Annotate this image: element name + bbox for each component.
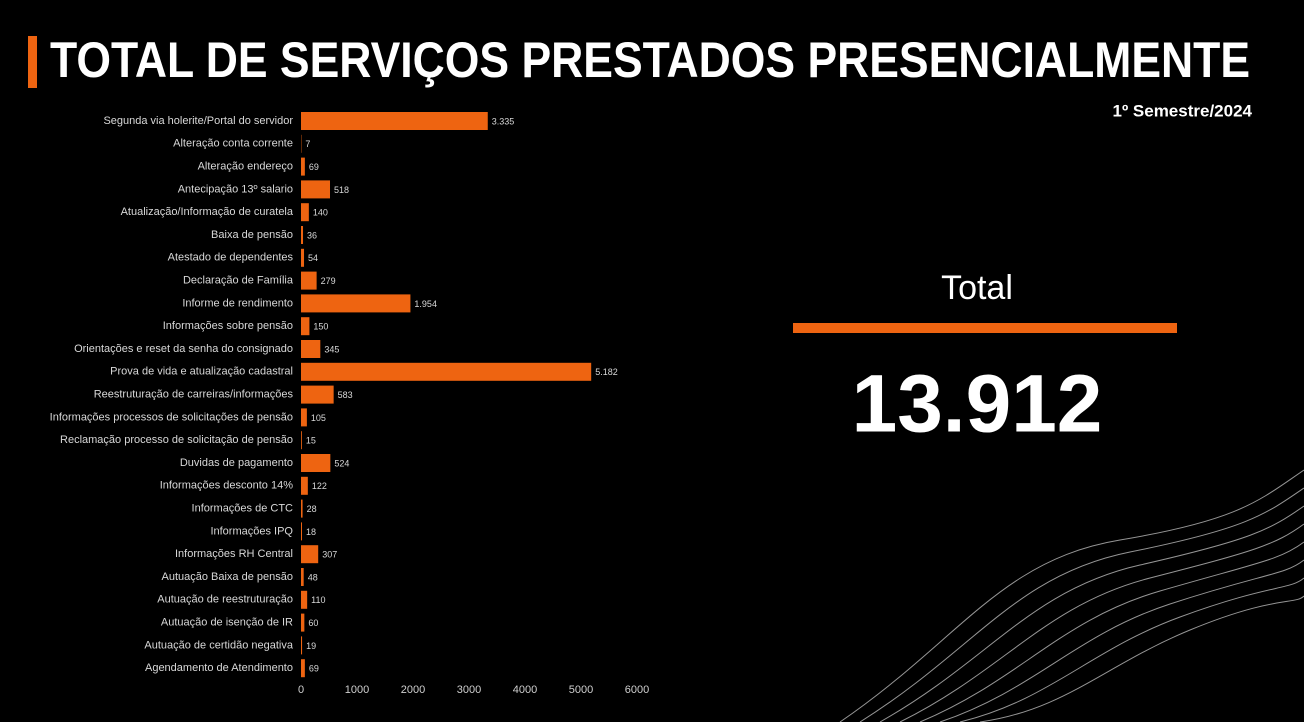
category-label: Autuação de isenção de IR <box>161 617 293 629</box>
value-label: 279 <box>321 276 336 286</box>
bar <box>301 180 331 199</box>
bar <box>301 659 305 678</box>
chart-title: TOTAL DE SERVIÇOS PRESTADOS PRESENCIALME… <box>50 32 1250 88</box>
value-label: 122 <box>312 481 327 491</box>
bar <box>301 476 308 495</box>
x-tick-label: 5000 <box>569 684 593 696</box>
category-label: Autuação de reestruturação <box>157 594 293 606</box>
category-label: Informações RH Central <box>175 548 293 560</box>
category-label: Autuação de certidão negativa <box>144 639 293 651</box>
bar <box>301 545 319 564</box>
value-label: 69 <box>309 664 319 674</box>
category-label: Reestruturação de carreiras/informações <box>94 389 294 401</box>
x-tick-label: 2000 <box>401 684 425 696</box>
value-label: 307 <box>322 550 337 560</box>
category-label: Informações sobre pensão <box>163 320 293 332</box>
value-label: 110 <box>311 595 325 605</box>
total-divider <box>793 323 1177 333</box>
value-label: 583 <box>338 390 353 400</box>
category-label: Antecipação 13º salario <box>178 183 293 195</box>
category-label: Atualização/Informação de curatela <box>121 206 294 218</box>
category-label: Declaração de Família <box>183 275 294 287</box>
value-label: 60 <box>308 618 318 628</box>
category-label: Informe de rendimento <box>182 297 293 309</box>
value-label: 54 <box>308 253 318 263</box>
decorative-waves <box>839 469 1304 722</box>
subtitle: 1º Semestre/2024 <box>1113 101 1253 120</box>
value-label: 69 <box>309 162 319 172</box>
value-label: 18 <box>306 527 316 537</box>
bar <box>301 157 305 176</box>
x-tick-label: 3000 <box>457 684 481 696</box>
category-label: Alteração endereço <box>198 161 293 173</box>
category-label: Duvidas de pagamento <box>180 457 293 469</box>
value-label: 3.335 <box>492 116 515 126</box>
value-label: 1.954 <box>414 299 437 309</box>
category-label: Informações IPQ <box>210 525 293 537</box>
bar <box>301 294 411 313</box>
bar <box>301 203 309 222</box>
value-label: 524 <box>334 458 349 468</box>
value-label: 48 <box>308 572 318 582</box>
category-label: Informações processos de solicitações de… <box>50 411 293 423</box>
bar <box>301 408 307 427</box>
category-label: Atestado de dependentes <box>168 252 294 264</box>
bar <box>301 226 304 244</box>
title-accent <box>28 36 37 88</box>
bar <box>301 522 303 541</box>
value-label: 5.182 <box>595 367 618 377</box>
value-label: 28 <box>307 504 317 514</box>
bar <box>301 613 305 632</box>
total-value: 13.912 <box>852 359 1103 450</box>
value-label: 7 <box>305 139 310 149</box>
bar <box>301 431 302 450</box>
value-label: 150 <box>313 322 328 332</box>
bar <box>301 636 303 655</box>
value-label: 19 <box>306 641 316 651</box>
value-label: 36 <box>307 230 317 240</box>
category-label: Informações de CTC <box>192 503 294 515</box>
category-label: Prova de vida e atualização cadastral <box>110 366 293 378</box>
value-label: 345 <box>324 344 339 354</box>
bar <box>301 454 331 472</box>
bar <box>301 271 317 290</box>
bar <box>301 568 304 586</box>
category-label: Segunda via holerite/Portal do servidor <box>103 115 293 127</box>
value-label: 518 <box>334 185 349 195</box>
value-label: 105 <box>311 413 326 423</box>
bar <box>301 112 488 130</box>
category-label: Reclamação processo de solicitação de pe… <box>60 434 293 446</box>
category-label: Informações desconto 14% <box>160 480 294 492</box>
category-label: Baixa de pensão <box>211 229 293 241</box>
bar <box>301 340 321 358</box>
bar <box>301 590 308 609</box>
value-label: 140 <box>313 208 328 218</box>
category-label: Alteração conta corrente <box>173 138 293 150</box>
category-label: Autuação Baixa de pensão <box>162 571 294 583</box>
category-label: Orientações e reset da senha do consigna… <box>74 343 293 355</box>
x-tick-label: 0 <box>298 684 304 696</box>
bar <box>301 385 334 404</box>
x-tick-label: 1000 <box>345 684 369 696</box>
x-tick-label: 4000 <box>513 684 537 696</box>
bar <box>301 362 592 381</box>
x-tick-label: 6000 <box>625 684 649 696</box>
bar <box>301 248 305 267</box>
bar <box>301 317 310 336</box>
value-label: 15 <box>306 436 316 446</box>
bar <box>301 499 303 518</box>
category-label: Agendamento de Atendimento <box>145 662 293 674</box>
total-label: Total <box>941 269 1013 307</box>
